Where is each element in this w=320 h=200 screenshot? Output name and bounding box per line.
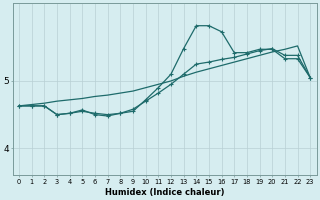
X-axis label: Humidex (Indice chaleur): Humidex (Indice chaleur) <box>105 188 224 197</box>
